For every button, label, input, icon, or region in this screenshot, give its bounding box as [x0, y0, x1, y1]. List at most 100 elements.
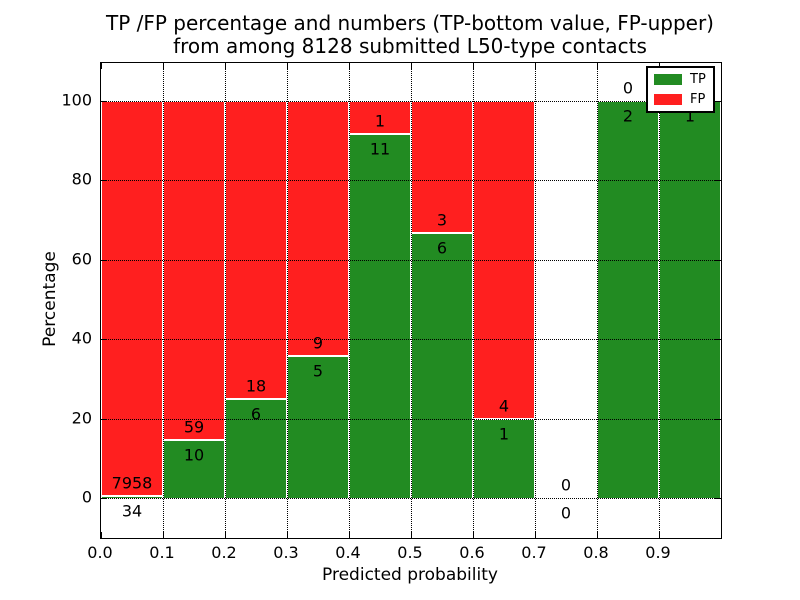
tp-bar	[473, 418, 535, 498]
tp-bar	[101, 496, 163, 498]
horizontal-gridline	[101, 418, 721, 420]
y-tick-label: 0	[81, 487, 92, 507]
x-tick-mark	[659, 532, 660, 538]
x-tick-mark-top	[101, 63, 102, 69]
fp-count-label: 18	[245, 376, 267, 396]
chart-title-line2: from among 8128 submitted L50-type conta…	[173, 34, 647, 58]
tp-bar	[597, 101, 659, 498]
x-tick-mark	[349, 532, 350, 538]
y-tick-mark	[101, 259, 107, 261]
tp-count-label: 1	[684, 106, 696, 126]
y-tick-mark	[101, 418, 107, 420]
x-tick-mark-top	[349, 63, 350, 69]
x-tick-label: 0.0	[87, 543, 113, 562]
y-tick-mark	[101, 339, 107, 341]
horizontal-gridline	[101, 498, 721, 499]
x-tick-label: 0.3	[273, 543, 299, 562]
x-axis-label: Predicted probability	[322, 565, 498, 585]
tp-count-label: 11	[369, 139, 391, 159]
legend-label-fp: FP	[690, 91, 706, 107]
vertical-gridline	[163, 63, 164, 538]
plot-area: 7958345910186951113641000201	[100, 62, 722, 539]
tp-bar	[411, 233, 473, 498]
x-tick-mark	[473, 532, 474, 538]
tp-count-label: 5	[312, 361, 324, 381]
legend-row-fp: FP	[654, 92, 707, 107]
fp-bar	[163, 101, 225, 441]
tp-count-label: 1	[498, 424, 510, 444]
x-tick-mark	[225, 532, 226, 538]
y-tick-mark-right	[715, 339, 721, 341]
vertical-gridline	[535, 63, 536, 538]
y-tick-label: 80	[71, 169, 92, 189]
fp-count-label: 4	[498, 396, 510, 416]
x-tick-mark	[287, 532, 288, 538]
tp-count-label: 2	[622, 106, 634, 126]
fp-count-label: 7958	[111, 473, 153, 493]
fp-count-label: 59	[183, 417, 205, 437]
x-tick-mark	[535, 532, 536, 538]
vertical-gridline	[473, 63, 474, 538]
y-tick-mark	[101, 498, 107, 499]
x-tick-label: 0.7	[521, 543, 547, 562]
y-tick-label: 20	[71, 408, 92, 428]
x-tick-mark-top	[535, 63, 536, 69]
fp-count-label: 3	[436, 210, 448, 230]
tp-count-label: 34	[121, 501, 143, 521]
legend: TP FP	[646, 66, 715, 113]
chart-title: TP /FP percentage and numbers (TP-bottom…	[100, 12, 720, 58]
y-tick-label: 40	[71, 328, 92, 348]
x-tick-mark	[597, 532, 598, 538]
horizontal-gridline	[101, 339, 721, 341]
vertical-gridline	[349, 63, 350, 538]
x-tick-mark-top	[597, 63, 598, 69]
x-tick-label: 0.9	[645, 543, 671, 562]
x-tick-label: 0.8	[583, 543, 609, 562]
fp-bar	[225, 101, 287, 399]
fp-swatch-icon	[654, 93, 682, 105]
tp-bar	[659, 101, 721, 498]
vertical-gridline	[659, 63, 660, 538]
x-tick-mark	[163, 532, 164, 538]
fp-count-label: 0	[622, 78, 634, 98]
tp-count-label: 6	[436, 238, 448, 258]
y-tick-mark-right	[715, 418, 721, 420]
fp-count-label: 1	[374, 111, 386, 131]
y-tick-mark-right	[715, 101, 721, 102]
vertical-gridline	[411, 63, 412, 538]
tp-count-label: 0	[560, 503, 572, 523]
y-tick-mark-right	[715, 498, 721, 499]
legend-row-tp: TP	[654, 72, 707, 87]
horizontal-gridline	[101, 101, 721, 102]
x-tick-mark-top	[411, 63, 412, 69]
tp-count-label: 6	[250, 404, 262, 424]
fp-count-label: 0	[560, 475, 572, 495]
x-tick-mark-top	[163, 63, 164, 69]
y-tick-mark-right	[715, 259, 721, 261]
y-tick-mark	[101, 180, 107, 182]
fp-bar	[101, 101, 163, 497]
tp-bar	[225, 398, 287, 498]
fp-count-label: 9	[312, 333, 324, 353]
vertical-gridline	[225, 63, 226, 538]
x-tick-mark-top	[287, 63, 288, 69]
x-tick-label: 0.4	[335, 543, 361, 562]
chart-title-line1: TP /FP percentage and numbers (TP-bottom…	[106, 11, 714, 35]
tp-bar	[287, 356, 349, 498]
horizontal-gridline	[101, 259, 721, 261]
y-tick-mark	[101, 101, 107, 102]
x-tick-mark-top	[473, 63, 474, 69]
y-tick-label: 100	[61, 90, 92, 110]
horizontal-gridline	[101, 180, 721, 182]
x-tick-label: 0.5	[397, 543, 423, 562]
x-tick-mark-top	[225, 63, 226, 69]
fp-bar	[287, 101, 349, 357]
vertical-gridline	[597, 63, 598, 538]
y-tick-mark-right	[715, 180, 721, 182]
tp-bar	[349, 134, 411, 498]
x-tick-label: 0.6	[459, 543, 485, 562]
x-tick-mark	[101, 532, 102, 538]
x-tick-label: 0.1	[149, 543, 175, 562]
tp-swatch-icon	[654, 74, 682, 86]
